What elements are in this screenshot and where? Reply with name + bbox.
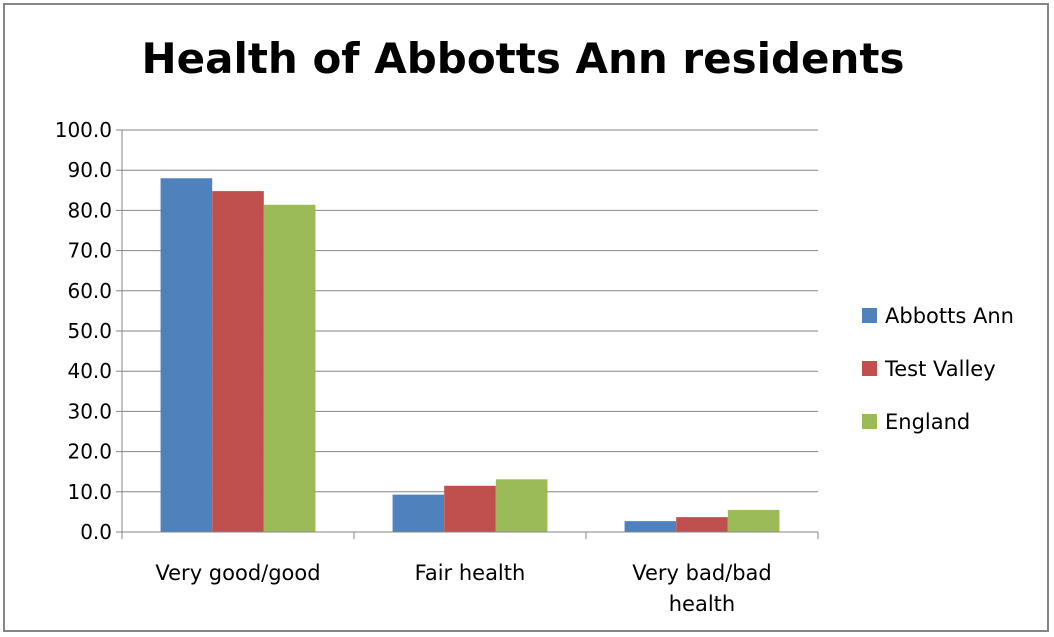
y-axis: 0.0 10.0 20.0 30.0 40.0 50.0 60.0 70.0 80.0 90.0 1…: [55, 118, 123, 544]
x-category-label: Very good/good: [155, 561, 320, 585]
y-tick-label: 30.0: [67, 399, 112, 423]
y-tick-label: 50.0: [67, 319, 112, 343]
legend-label: Abbotts Ann: [885, 304, 1014, 328]
chart-title: Health of Abbotts Ann residents: [141, 34, 905, 83]
bar-england: [263, 204, 316, 532]
x-axis: Very good/good Fair health Very bad/bad hea…: [121, 531, 819, 616]
legend-label: England: [885, 410, 970, 434]
bar-abbotts-ann: [624, 521, 677, 532]
bars: [160, 178, 780, 533]
x-category-label: Very bad/bad: [632, 561, 772, 585]
legend-swatch: [862, 308, 877, 323]
legend: Abbotts Ann Test Valley England: [862, 304, 1014, 434]
y-tick-label: 80.0: [67, 198, 112, 222]
y-tick-label: 20.0: [67, 440, 112, 464]
y-tick-label: 100.0: [55, 118, 112, 142]
bar-england: [727, 509, 780, 532]
y-tick-label: 40.0: [67, 359, 112, 383]
legend-swatch: [862, 361, 877, 376]
x-category-label: health: [669, 592, 735, 616]
bar-england: [495, 479, 548, 532]
y-tick-label: 0.0: [80, 520, 112, 544]
bar-test-valley: [212, 191, 264, 532]
bar-abbotts-ann: [160, 178, 213, 533]
x-category-label: Fair health: [415, 561, 526, 585]
y-tick-label: 70.0: [67, 239, 112, 263]
legend-swatch: [862, 414, 877, 429]
y-tick-label: 10.0: [67, 480, 112, 504]
legend-label: Test Valley: [884, 357, 996, 381]
bar-test-valley: [444, 485, 496, 532]
bar-abbotts-ann: [392, 494, 445, 532]
y-tick-label: 60.0: [67, 279, 112, 303]
bar-test-valley: [676, 517, 728, 532]
y-tick-label: 90.0: [67, 158, 112, 182]
